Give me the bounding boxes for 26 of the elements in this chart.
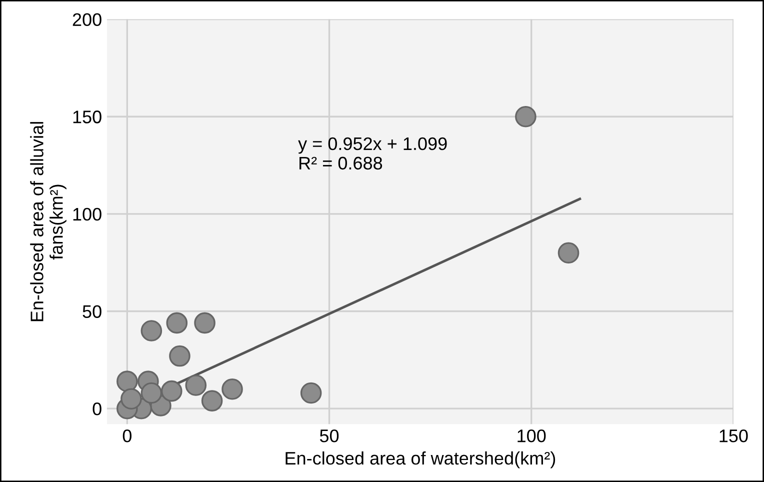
point — [120, 388, 142, 410]
annotation: y = 0.952x + 1.099 R² = 0.688 — [298, 137, 447, 170]
point — [116, 370, 138, 392]
y-tick-label: 100 — [73, 208, 102, 221]
point — [160, 380, 182, 402]
x-tick-label: 0 — [122, 430, 132, 442]
y-tick-label: 50 — [82, 305, 102, 318]
point — [300, 382, 322, 404]
y-tick-label: 200 — [72, 13, 102, 26]
point — [222, 378, 243, 400]
point — [166, 312, 188, 334]
x-tick-label: 100 — [518, 430, 546, 442]
point — [169, 345, 190, 367]
point — [558, 242, 580, 264]
y-tick-label: 150 — [73, 110, 102, 124]
point — [140, 320, 162, 342]
point — [140, 382, 162, 404]
point — [201, 390, 223, 412]
point — [194, 312, 216, 334]
x-tick-label: 150 — [720, 430, 748, 442]
y-axis-title: En-closed area of alluvial fans(km²) — [30, 122, 66, 322]
x-tick-label: 50 — [320, 430, 339, 442]
point — [515, 106, 536, 128]
x-axis-title: En-closed area of watershed(km²) — [286, 451, 556, 468]
y-tick-label: 0 — [92, 402, 102, 416]
point — [185, 374, 207, 396]
